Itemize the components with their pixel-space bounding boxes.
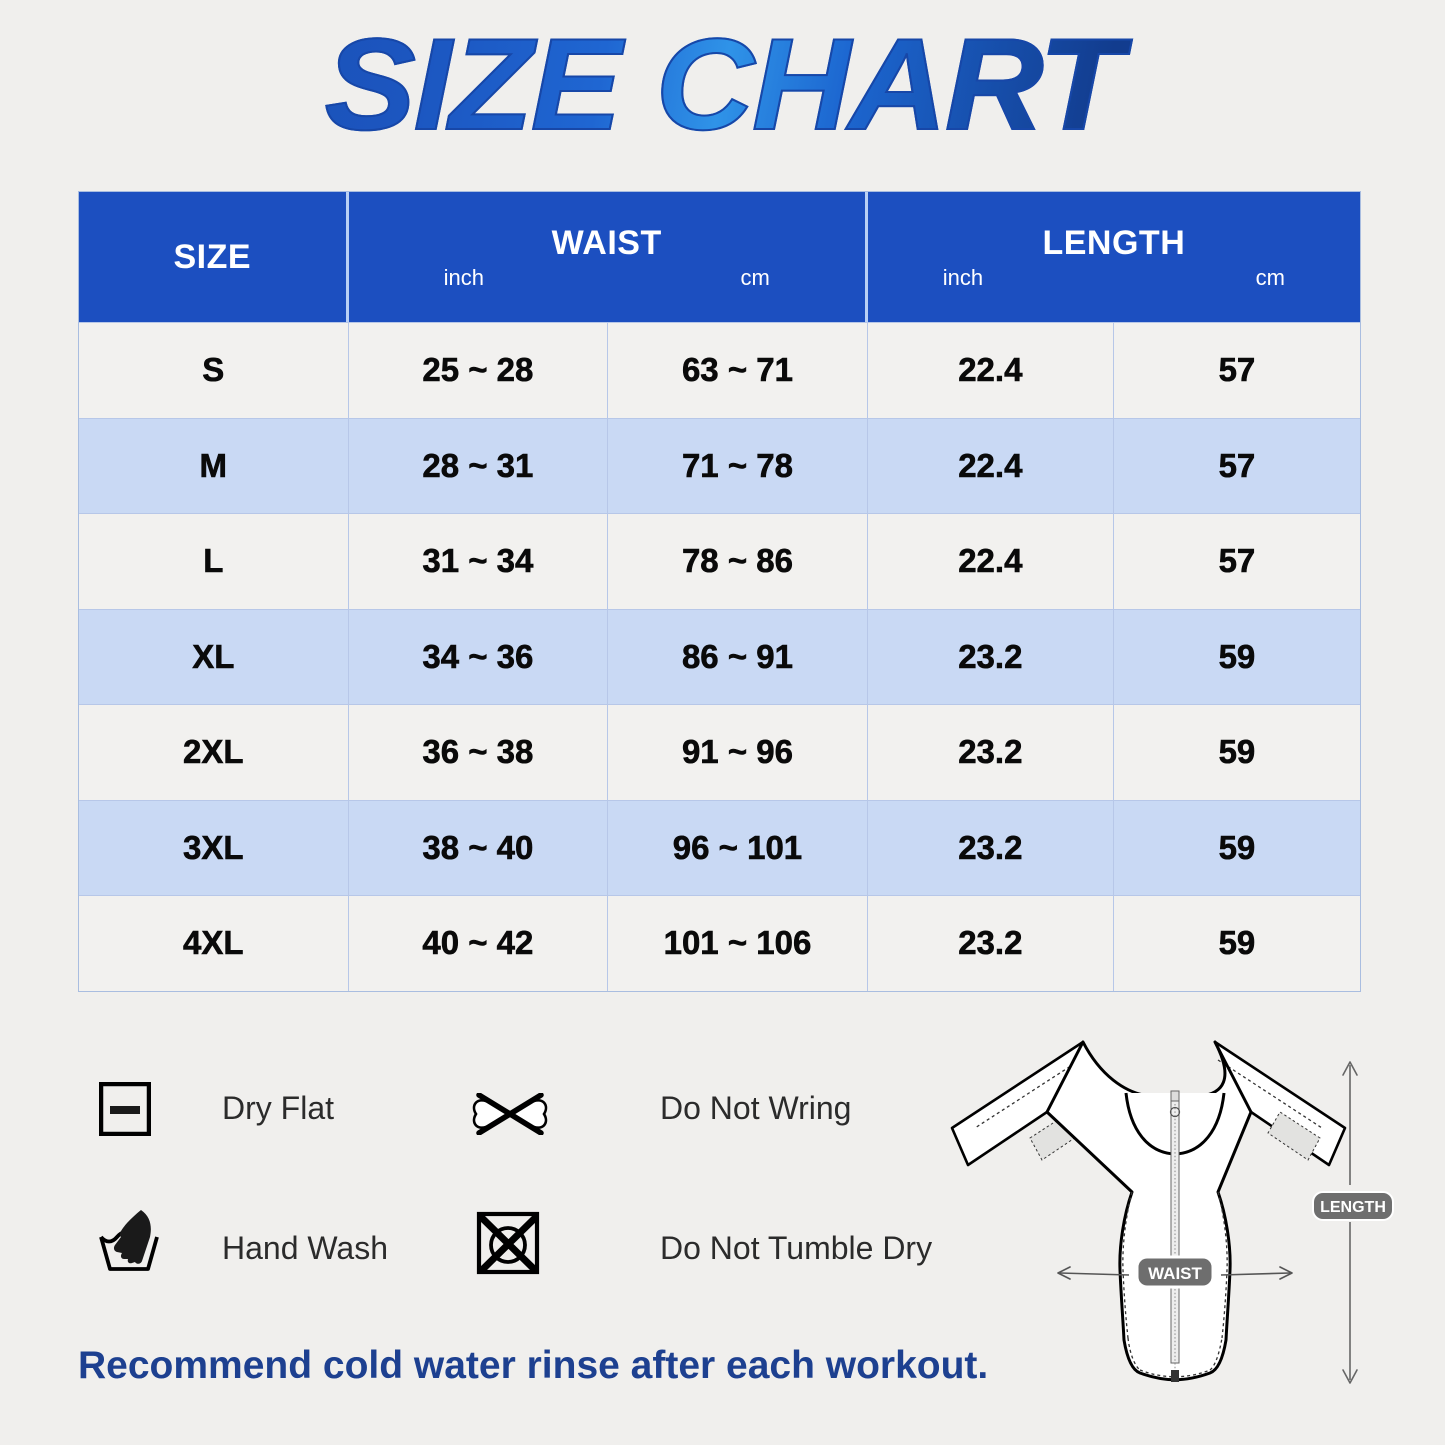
svg-text:LENGTH: LENGTH xyxy=(1320,1199,1386,1216)
svg-text:WAIST: WAIST xyxy=(1148,1264,1202,1283)
